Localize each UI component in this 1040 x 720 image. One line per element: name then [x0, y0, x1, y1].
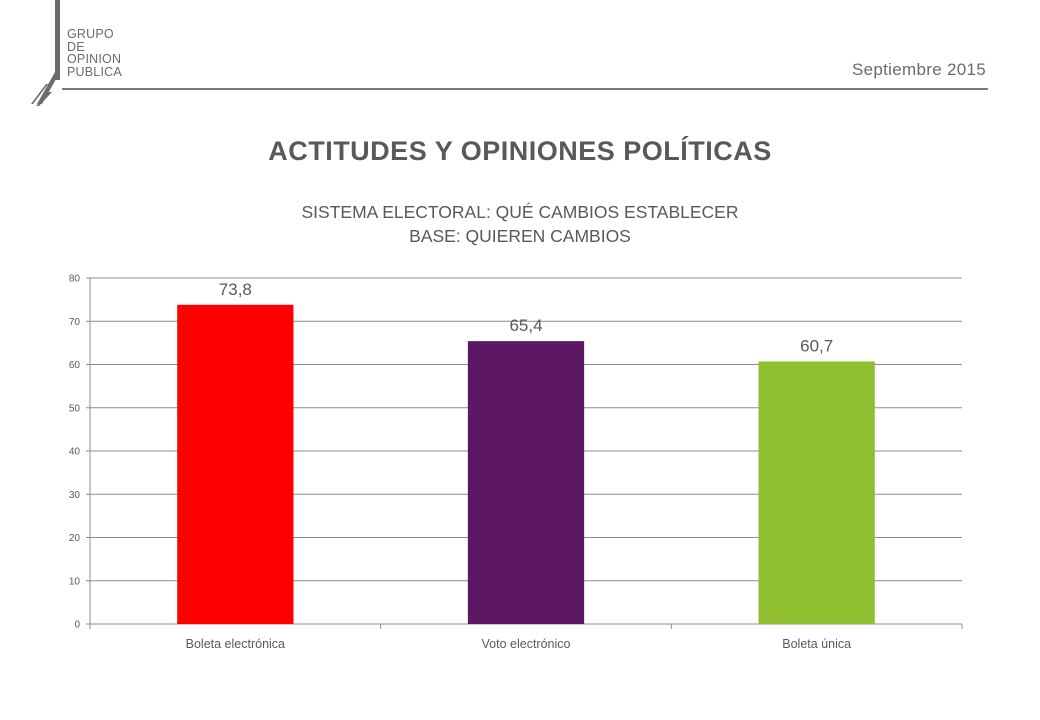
logo-line: DE — [67, 39, 85, 54]
bar — [467, 341, 585, 624]
bar — [758, 361, 875, 624]
y-tick-label: 40 — [69, 447, 81, 458]
x-tick-label: Boleta única — [782, 637, 851, 651]
data-label: 65,4 — [509, 316, 542, 335]
logo-text: GRUPO DE OPINION PUBLICA — [67, 28, 122, 78]
subtitle-line-2: BASE: QUIEREN CAMBIOS — [409, 226, 631, 246]
x-tick-label: Boleta electrónica — [186, 637, 285, 651]
report-date: Septiembre 2015 — [852, 60, 986, 79]
y-tick-label: 60 — [69, 360, 81, 371]
data-label: 60,7 — [800, 336, 833, 355]
subtitle-line-1: SISTEMA ELECTORAL: QUÉ CAMBIOS ESTABLECE… — [301, 202, 739, 222]
data-label: 73,8 — [219, 280, 252, 299]
y-tick-label: 0 — [74, 620, 80, 631]
logo-line: GRUPO — [67, 27, 114, 41]
chart-subtitle: SISTEMA ELECTORAL: QUÉ CAMBIOS ESTABLECE… — [0, 200, 1040, 248]
y-tick-label: 70 — [69, 317, 81, 328]
y-tick-label: 80 — [69, 274, 81, 285]
bar — [177, 304, 294, 624]
x-tick-label: Voto electrónico — [482, 637, 571, 651]
y-tick-label: 20 — [69, 533, 81, 544]
y-tick-label: 10 — [69, 576, 81, 587]
logo-line: PUBLICA — [67, 64, 122, 79]
logo-line: OPINION — [67, 52, 122, 66]
y-tick-label: 30 — [69, 490, 81, 501]
page-title: ACTITUDES Y OPINIONES POLÍTICAS — [268, 136, 772, 166]
logo: GRUPO DE OPINION PUBLICA — [30, 0, 160, 110]
logo-mark-icon — [31, 0, 60, 106]
header-divider — [62, 88, 988, 90]
y-tick-label: 50 — [69, 403, 81, 414]
